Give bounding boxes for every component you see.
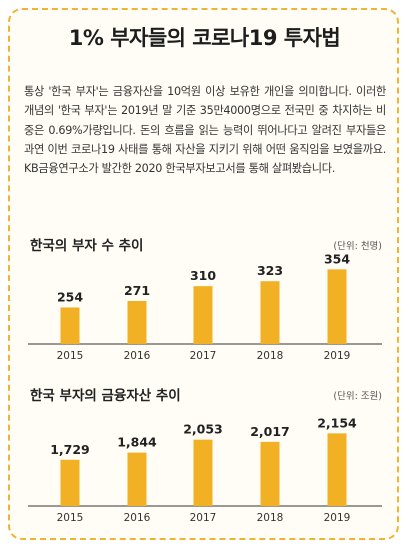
data-label-2019: 354: [324, 251, 350, 266]
x-tick-2017: 2017: [190, 512, 217, 524]
bar-2018: [260, 281, 280, 344]
bar-2015: [60, 307, 80, 344]
x-tick-2018: 2018: [257, 350, 284, 362]
chart-2-title: 한국 부자의 금융자산 추이: [30, 388, 181, 404]
data-label-2016: 271: [124, 283, 150, 298]
bar-2017: [193, 439, 213, 506]
bar-2016: [127, 301, 147, 344]
data-label-2016: 1,844: [117, 435, 157, 450]
x-tick-2018: 2018: [257, 512, 284, 524]
x-tick-2016: 2016: [124, 512, 151, 524]
x-tick-2015: 2015: [57, 350, 84, 362]
chart-1-rich-count: 254 2015 271 2016 310 2017 323 2018 354 2019: [28, 251, 382, 362]
data-label-2015: 254: [57, 289, 83, 304]
bar-2017: [193, 286, 213, 344]
data-label-2018: 2,017: [250, 424, 290, 439]
chart-1-unit: (단위: 천명): [333, 241, 382, 252]
x-tick-2016: 2016: [124, 350, 151, 362]
bar-2019: [327, 269, 347, 344]
data-label-2018: 323: [257, 263, 283, 278]
x-tick-2017: 2017: [190, 350, 217, 362]
intro-paragraph: 통상 '한국 부자'는 금융자산을 10억원 이상 보유한 개인을 의미합니다.…: [24, 85, 386, 176]
bar-2016: [127, 452, 147, 506]
bar-2019: [327, 433, 347, 506]
x-tick-2019: 2019: [324, 512, 351, 524]
data-label-2017: 2,053: [183, 422, 223, 437]
x-tick-2019: 2019: [324, 350, 351, 362]
chart-2-unit: (단위: 조원): [333, 391, 382, 402]
data-label-2019: 2,154: [317, 415, 357, 430]
chart-1-title: 한국의 부자 수 추이: [30, 238, 144, 254]
x-tick-2015: 2015: [57, 512, 84, 524]
data-label-2015: 1,729: [50, 442, 90, 457]
chart-2-financial-assets: 1,729 2015 1,844 2016 2,053 2017 2,017 2018 2,15…: [28, 415, 382, 524]
page-title: 1% 부자들의 코로나19 투자법: [68, 26, 341, 50]
bar-2015: [60, 459, 80, 506]
bar-2018: [260, 441, 280, 506]
data-label-2017: 310: [190, 268, 216, 283]
